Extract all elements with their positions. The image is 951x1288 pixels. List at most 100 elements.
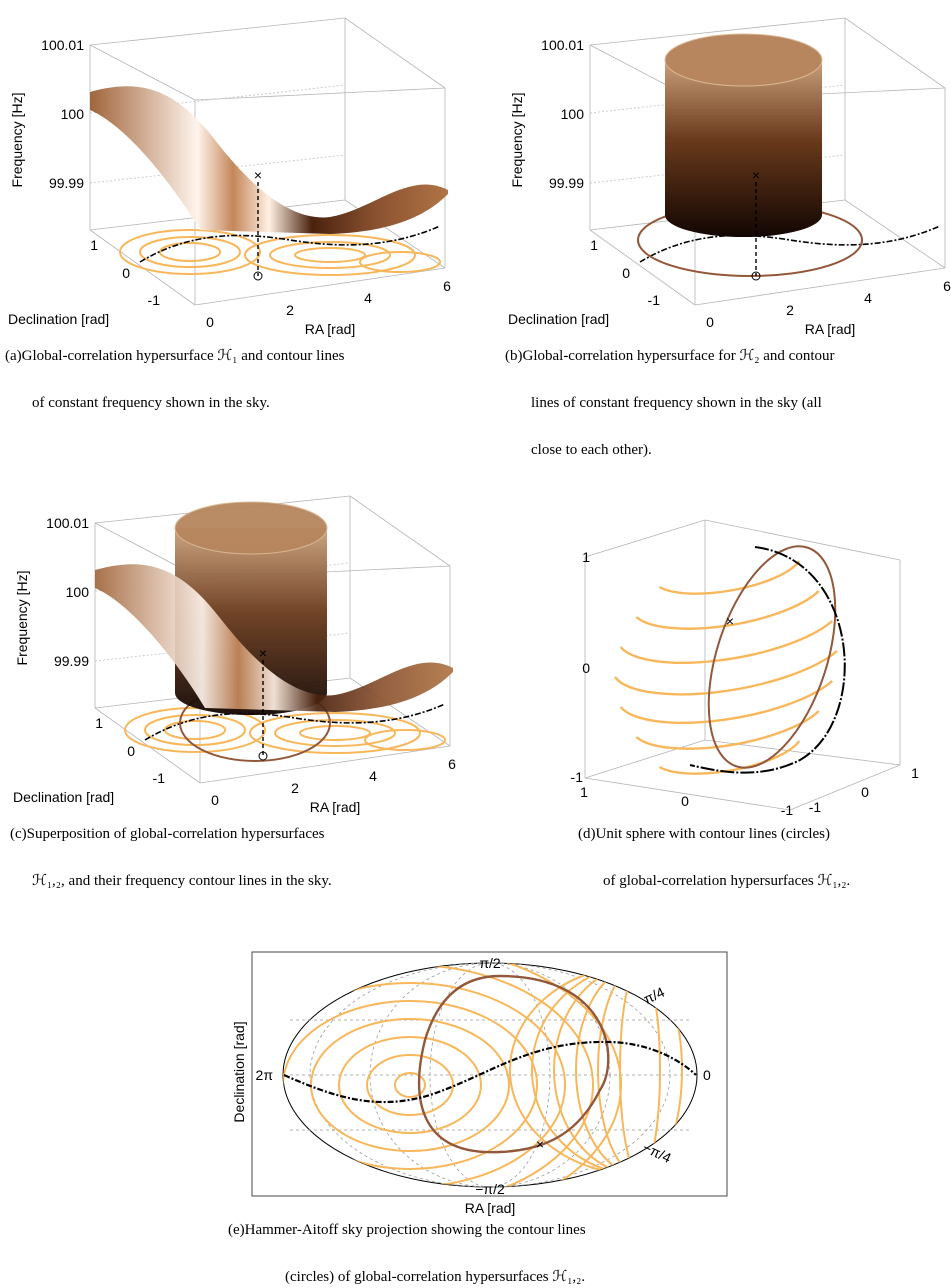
z-axis-label: Frequency [Hz] xyxy=(509,93,525,188)
box-edge xyxy=(194,267,446,306)
contour-line xyxy=(417,974,610,1154)
caption-line: (b)Global-correlation hypersurface for ℋ… xyxy=(505,348,835,364)
caption-line: (e)Hammer-Aitoff sky projection showing … xyxy=(228,1222,586,1238)
y-tick-label: 1 xyxy=(95,715,103,731)
contour-line xyxy=(274,719,396,747)
point-marker: × xyxy=(752,167,760,183)
sky-marker xyxy=(258,751,268,761)
y-tick-label: -1 xyxy=(153,770,166,786)
box-edge xyxy=(344,17,446,89)
point-marker: × xyxy=(259,645,267,661)
box-edge xyxy=(694,267,946,306)
z-tick-label: 100 xyxy=(66,584,90,600)
y-tick-label: -1 xyxy=(648,292,661,308)
box-edge xyxy=(589,17,846,46)
contour-line xyxy=(249,712,421,754)
contour-line xyxy=(658,560,801,595)
x-tick-label: 4 xyxy=(369,768,377,784)
panel-e: × Declination [rad] RA [rad] π/2 π/4 −π/4 −π/2… xyxy=(231,951,728,1216)
z-axis-label: Frequency [Hz] xyxy=(9,93,25,188)
contour-line xyxy=(164,720,226,740)
lat-label: π/4 xyxy=(641,984,667,1008)
y-tick-label: -1 xyxy=(809,799,822,815)
box-edge xyxy=(589,229,696,306)
contour-line xyxy=(310,1018,510,1152)
box-edge xyxy=(199,745,451,784)
panel-a: × 100.01 100 99.99 Frequency [Hz] 1 0 -1 Declina… xyxy=(8,17,451,337)
lat-label: −π/2 xyxy=(475,1181,505,1197)
x-tick-label: 0 xyxy=(211,792,219,808)
x-tick-label: 2 xyxy=(291,780,299,796)
contour-line xyxy=(366,1054,454,1116)
box-edge xyxy=(89,44,196,101)
z-tick-label: -1 xyxy=(571,769,584,785)
contour-line xyxy=(575,964,697,1176)
contour-line xyxy=(619,680,834,725)
z-tick-label: 100 xyxy=(561,106,585,122)
hypersurface-top xyxy=(174,501,328,555)
x-axis-label: RA [rad] xyxy=(305,321,356,337)
hypersurface xyxy=(90,86,448,234)
z-tick-label: 0 xyxy=(582,660,590,676)
contour-line xyxy=(283,1000,538,1170)
contour-line xyxy=(283,982,566,1187)
equator-curve xyxy=(689,546,846,774)
contour-line xyxy=(124,707,266,753)
x-axis-label: RA [rad] xyxy=(465,1200,516,1216)
contour-line xyxy=(299,725,371,741)
caption-line: lines of constant frequency shown in the… xyxy=(531,395,822,411)
y-axis-label: Declination [rad] xyxy=(231,1021,247,1122)
y-tick-label: -1 xyxy=(148,292,161,308)
z-tick-label: 100.01 xyxy=(41,37,84,53)
y-tick-label: 1 xyxy=(911,765,919,781)
panel-c: × 100.01 100 99.99 Frequency [Hz] 1 0 -1 Declina… xyxy=(13,495,456,815)
equator-curve xyxy=(639,225,941,263)
contour-line xyxy=(244,234,416,276)
contour-line xyxy=(359,251,441,273)
x-tick-label: 0 xyxy=(206,314,214,330)
x-tick-label: 2 xyxy=(786,302,794,318)
x-tick-label: 6 xyxy=(443,278,451,294)
equator-curve xyxy=(283,1040,697,1104)
x-axis-label: RA [rad] xyxy=(310,799,361,815)
y-tick-label: 1 xyxy=(590,237,598,253)
sky-marker xyxy=(253,271,263,281)
contour-line xyxy=(707,545,837,769)
x-axis-label: RA [rad] xyxy=(805,321,856,337)
y-axis-label: Declination [rad] xyxy=(8,311,109,327)
z-tick-label: 100 xyxy=(61,106,85,122)
x-tick-label: 0 xyxy=(681,793,689,809)
z-axis-label: Frequency [Hz] xyxy=(14,571,30,666)
y-axis-label: Declination [rad] xyxy=(13,789,114,805)
y-tick-label: 0 xyxy=(127,743,135,759)
box-edge xyxy=(584,519,706,558)
equator-curve xyxy=(139,225,441,263)
y-tick-label: 0 xyxy=(622,265,630,281)
contour-line xyxy=(338,1036,482,1134)
box-edge xyxy=(704,519,901,561)
contour-line xyxy=(614,650,838,696)
contour-line xyxy=(269,241,391,269)
y-tick-label: 0 xyxy=(861,784,869,800)
caption-line: close to each other). xyxy=(531,442,652,458)
z-tick-label: 99.99 xyxy=(54,653,89,669)
z-tick-label: 99.99 xyxy=(49,175,84,191)
z-tick-label: 1 xyxy=(582,549,590,565)
contour-line xyxy=(119,229,261,275)
caption-line: (circles) of global-correlation hypersur… xyxy=(285,1269,585,1285)
contour-line xyxy=(597,964,683,1176)
y-tick-label: 0 xyxy=(122,265,130,281)
ra-label: 0 xyxy=(703,1067,711,1083)
point-marker: × xyxy=(726,613,734,629)
plot-frame xyxy=(251,951,728,1197)
ra-label: 2π xyxy=(256,1067,274,1083)
box-edge xyxy=(844,17,946,89)
caption-line: (d)Unit sphere with contour lines (circl… xyxy=(578,826,830,842)
caption-line: (c)Superposition of global-correlation h… xyxy=(10,826,325,842)
contour-line xyxy=(394,1072,426,1098)
contour-line xyxy=(139,236,241,268)
equator-curve xyxy=(144,703,446,741)
panel-d: 10-110-1 -101× xyxy=(571,519,919,818)
sky-marker xyxy=(751,271,761,281)
